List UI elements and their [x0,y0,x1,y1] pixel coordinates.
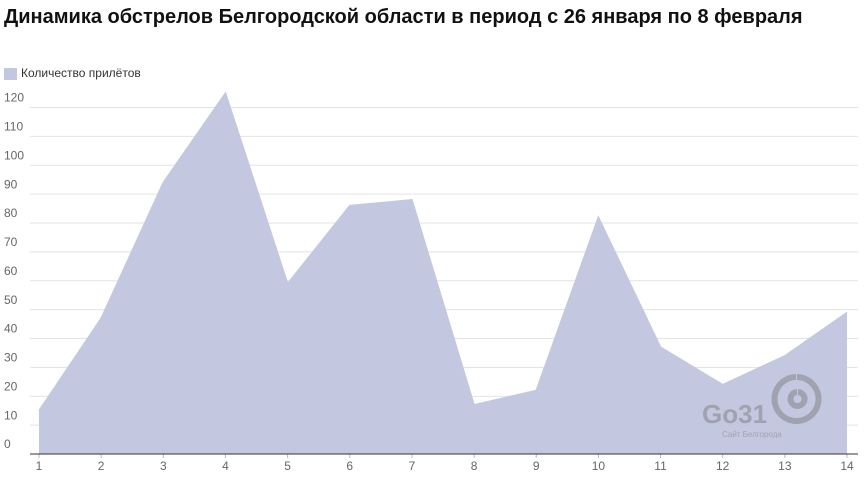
x-tick-label: 14 [840,459,854,473]
x-tick-label: 8 [471,459,478,473]
y-tick-label: 80 [4,206,18,220]
x-tick-label: 5 [284,459,291,473]
y-tick-label: 10 [4,408,18,422]
y-tick-label: 90 [4,177,18,191]
x-tick-label: 4 [222,459,229,473]
x-tick-label: 10 [592,459,606,473]
watermark-icon [771,374,822,424]
chart-title: Динамика обстрелов Белгородской области … [4,6,803,28]
y-tick-label: 70 [4,235,18,249]
x-tick-label: 13 [778,459,792,473]
x-tick-label: 2 [98,459,105,473]
x-tick-label: 6 [346,459,353,473]
y-tick-label: 30 [4,351,18,365]
x-tick-label: 1 [36,459,43,473]
x-tick-label: 11 [654,459,667,473]
y-tick-label: 20 [4,379,18,393]
watermark-subtitle: Сайт Белгорода [722,430,782,439]
x-tick-label: 7 [409,459,416,473]
y-tick-label: 60 [4,264,18,278]
y-tick-label: 40 [4,322,18,336]
y-tick-label: 0 [4,437,11,451]
x-tick-label: 12 [716,459,730,473]
x-tick-label: 3 [160,459,167,473]
watermark: Go31 Сайт Белгорода [702,374,822,439]
y-tick-label: 120 [4,91,24,105]
x-tick-label: 9 [533,459,540,473]
legend-label: Количество прилётов [21,66,141,80]
legend-swatch [4,68,17,80]
area-fill [39,93,847,454]
y-tick-label: 100 [4,148,24,162]
y-tick-label: 50 [4,293,18,307]
plot [30,91,858,455]
y-tick-label: 110 [4,119,23,133]
watermark-text: Go31 [702,399,767,429]
area-line [38,91,848,412]
